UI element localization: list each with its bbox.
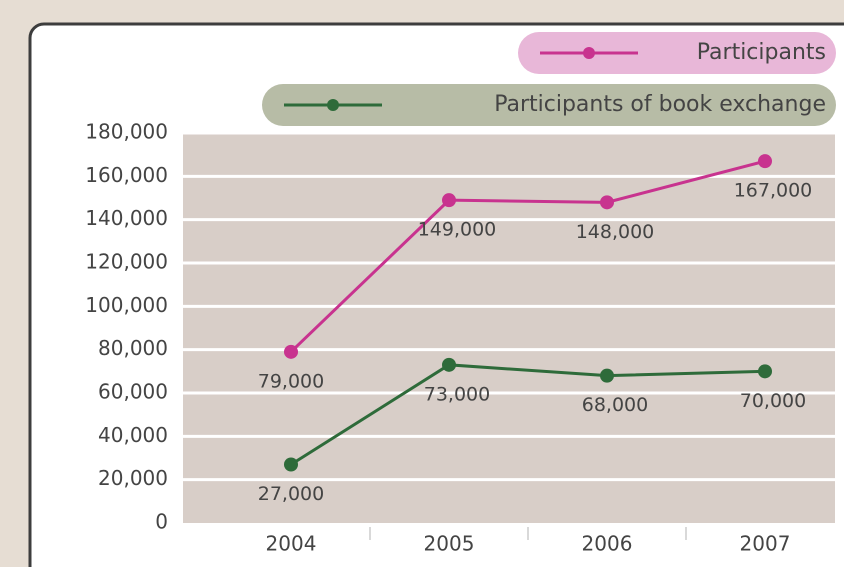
data-label: 68,000 — [582, 394, 648, 416]
data-label: 27,000 — [258, 483, 324, 505]
data-point — [442, 357, 456, 372]
data-label: 149,000 — [418, 219, 497, 241]
data-point — [284, 344, 298, 359]
legend-marker — [583, 47, 595, 59]
data-label: 70,000 — [740, 390, 806, 412]
data-point — [442, 193, 456, 208]
data-point — [758, 364, 772, 379]
x-tick-label: 2004 — [266, 532, 317, 556]
y-tick-label: 20,000 — [98, 466, 168, 490]
y-tick-label: 100,000 — [85, 293, 168, 317]
data-label: 79,000 — [258, 370, 324, 392]
data-label: 148,000 — [576, 221, 655, 243]
series-line — [290, 363, 766, 466]
x-tick-label: 2005 — [424, 532, 475, 556]
y-tick-label: 180,000 — [85, 120, 168, 144]
y-tick-label: 40,000 — [98, 423, 168, 447]
series-line — [289, 159, 766, 353]
legend-box — [518, 32, 836, 74]
data-label: 167,000 — [734, 180, 813, 202]
y-tick-label: 0 — [155, 510, 168, 534]
data-label: 73,000 — [424, 383, 490, 405]
data-point — [284, 457, 298, 472]
data-point — [758, 154, 772, 169]
y-tick-label: 120,000 — [85, 250, 168, 274]
legend-marker — [327, 99, 339, 111]
y-tick-label: 140,000 — [85, 206, 168, 230]
legend-box — [262, 84, 836, 126]
x-tick-label: 2007 — [740, 532, 791, 556]
y-tick-label: 160,000 — [85, 163, 168, 187]
legend-label: Participants — [697, 40, 826, 65]
x-tick-label: 2006 — [582, 532, 633, 556]
legend-label: Participants of book exchange — [494, 92, 826, 117]
data-point — [600, 368, 614, 383]
data-point — [600, 195, 614, 210]
y-tick-label: 60,000 — [98, 380, 168, 404]
y-tick-label: 80,000 — [98, 336, 168, 360]
